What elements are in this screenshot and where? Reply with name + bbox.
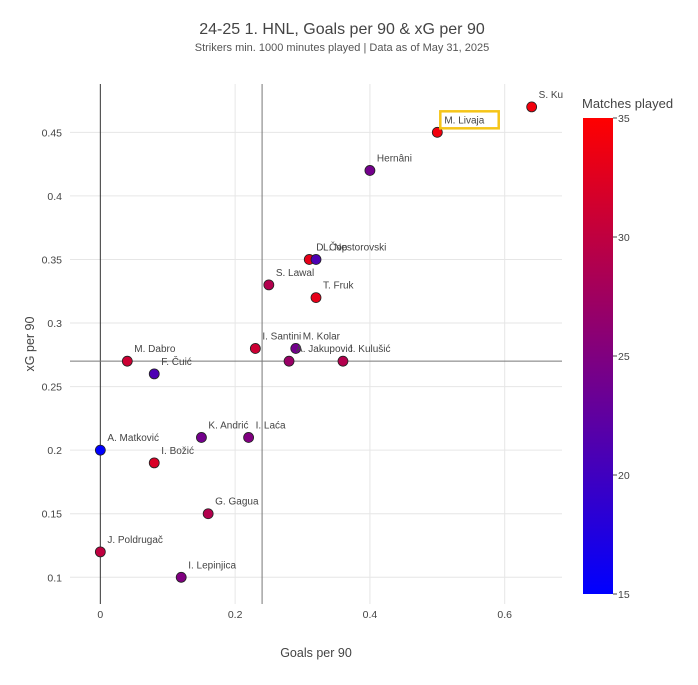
colorbar-tick-label: 20 xyxy=(618,470,630,482)
point-label: K. Andrić xyxy=(208,420,248,431)
y-tick-label: 0.15 xyxy=(42,509,63,521)
x-tick-label: 0.6 xyxy=(497,609,512,621)
reference-lines xyxy=(70,84,562,604)
y-axis-ticks: 0.1 0.15 0.2 0.25 0.3 0.35 0.4 0.45 xyxy=(42,127,63,584)
highlight-box xyxy=(439,110,500,130)
data-point xyxy=(121,355,133,367)
data-point xyxy=(310,292,322,303)
data-point xyxy=(175,571,187,583)
data-point xyxy=(283,355,295,367)
point-label: G. Gagua xyxy=(215,497,259,508)
data-point xyxy=(94,546,106,558)
data-points xyxy=(94,101,538,583)
point-label: J. Poldrugač xyxy=(107,535,163,546)
data-point xyxy=(290,343,302,354)
point-label: I. Santini xyxy=(262,331,301,342)
colorbar-title: Matches played xyxy=(582,96,673,111)
x-axis-label: Goals per 90 xyxy=(280,646,352,660)
y-tick-label: 0.25 xyxy=(42,382,63,394)
y-tick-label: 0.35 xyxy=(42,254,63,266)
chart-subtitle: Strikers min. 1000 minutes played | Data… xyxy=(195,42,490,54)
colorbar xyxy=(583,118,613,594)
x-tick-label: 0.2 xyxy=(228,609,243,621)
data-point xyxy=(526,101,538,113)
point-label: D. Čop xyxy=(316,240,348,253)
point-label: Hernâni xyxy=(377,153,412,164)
point-label: M. Dabro xyxy=(134,344,176,355)
colorbar-tick-label: 25 xyxy=(618,351,630,363)
point-label: S. Ku xyxy=(539,90,563,101)
data-point xyxy=(364,165,376,176)
y-tick-label: 0.4 xyxy=(47,191,62,203)
x-tick-label: 0 xyxy=(97,609,103,621)
x-axis-ticks: 0 0.2 0.4 0.6 xyxy=(97,609,512,621)
y-tick-label: 0.2 xyxy=(47,445,62,457)
data-point xyxy=(337,355,349,367)
data-point xyxy=(196,432,207,443)
y-axis-label: xG per 90 xyxy=(23,317,37,372)
point-label: A. Matković xyxy=(107,433,159,444)
y-tick-label: 0.3 xyxy=(47,318,62,330)
colorbar-tick-label: 15 xyxy=(618,589,630,601)
x-tick-label: 0.4 xyxy=(363,609,378,621)
point-label: M. Kolar xyxy=(303,331,341,342)
data-point xyxy=(263,279,275,291)
data-point xyxy=(431,126,443,138)
colorbar-tick-label: 30 xyxy=(618,232,630,244)
data-point xyxy=(249,343,261,354)
data-point xyxy=(94,444,106,456)
point-label: T. Fruk xyxy=(323,281,355,292)
point-label: I. Lepinjica xyxy=(188,560,236,571)
data-point xyxy=(148,457,160,469)
y-tick-label: 0.45 xyxy=(42,127,63,139)
data-point xyxy=(202,508,214,520)
point-label: A. Jakupović xyxy=(296,344,353,355)
plot-area xyxy=(70,84,562,604)
colorbar-ticks: 15 20 25 30 35 xyxy=(613,113,630,601)
point-label: F. Čuić xyxy=(161,355,192,368)
gridlines xyxy=(70,84,562,604)
data-point xyxy=(243,432,255,443)
point-label: S. Lawal xyxy=(276,268,314,279)
point-label: I. Kulušić xyxy=(350,344,391,355)
data-point xyxy=(310,254,322,265)
data-point xyxy=(148,368,160,380)
y-tick-label: 0.1 xyxy=(47,572,62,584)
chart-title: 24-25 1. HNL, Goals per 90 & xG per 90 xyxy=(199,21,485,38)
point-label: I. Božić xyxy=(161,446,194,457)
point-label: I. Laća xyxy=(256,420,286,431)
colorbar-tick-label: 35 xyxy=(618,113,630,125)
point-label: M. Livaja xyxy=(444,115,484,126)
point-label: L. Nestorovski xyxy=(323,242,386,253)
